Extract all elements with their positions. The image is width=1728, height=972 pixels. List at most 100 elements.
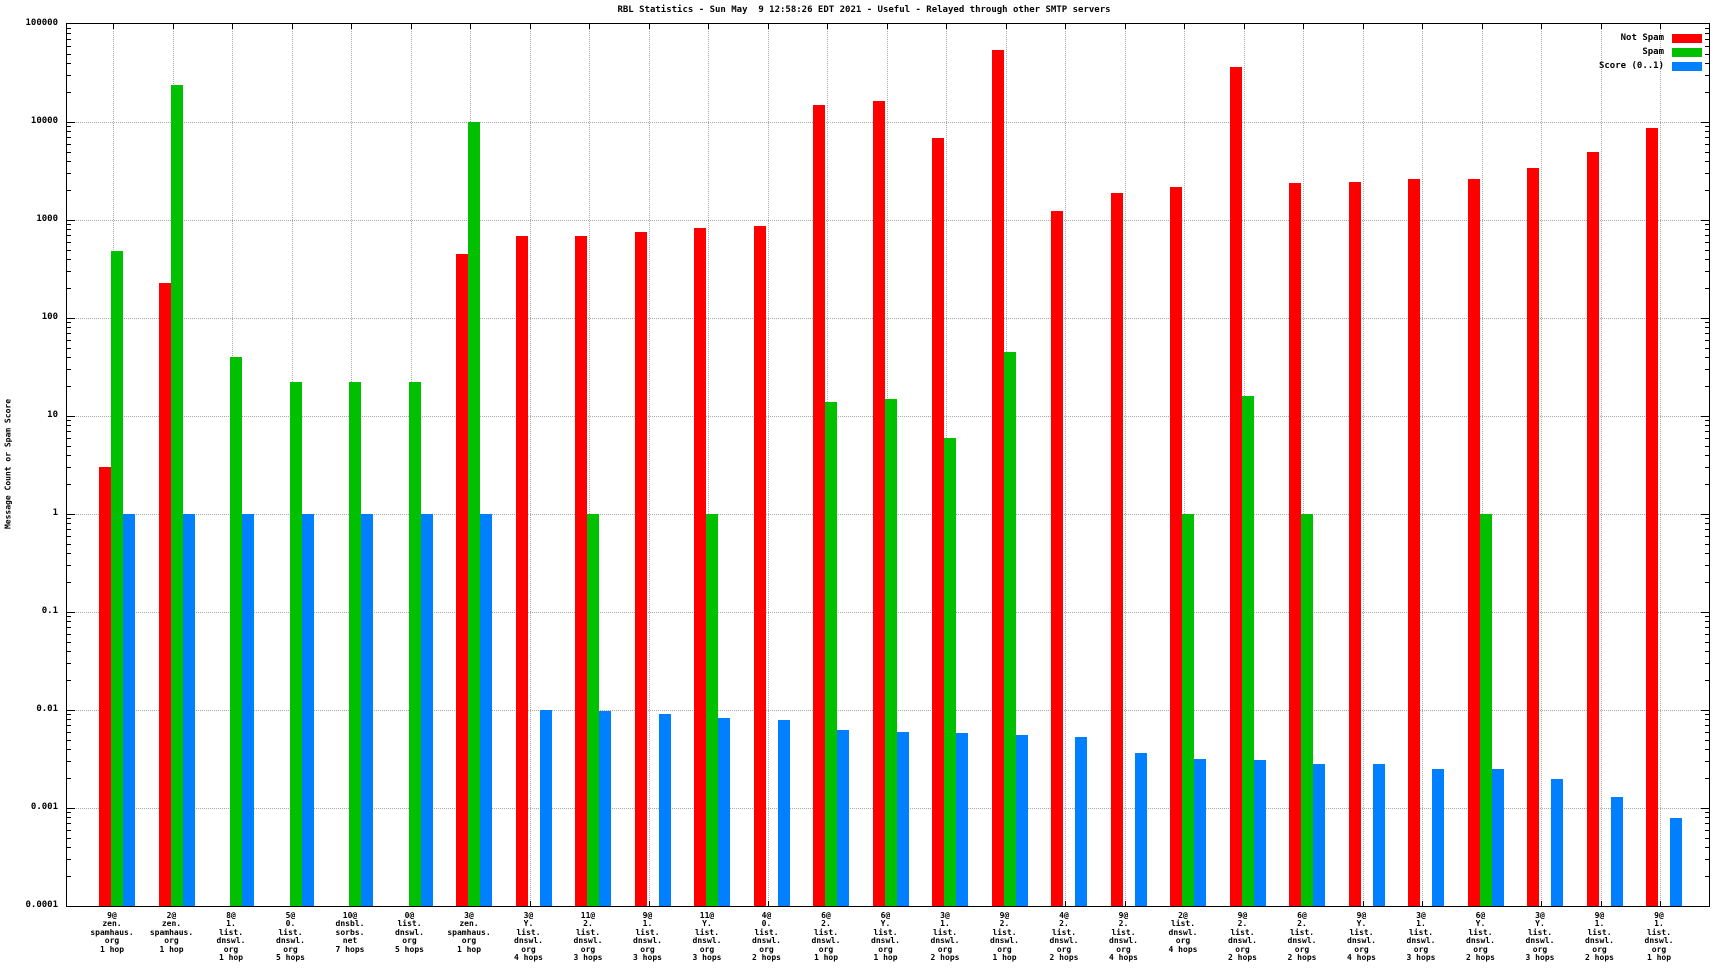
- y-minor-tick-right: [1705, 621, 1709, 623]
- y-minor-tick-right: [1705, 33, 1709, 35]
- x-tick-top: [1065, 24, 1066, 29]
- x-tick-bottom: [767, 901, 769, 906]
- grid-line-v: [1541, 24, 1542, 906]
- bar-not-spam: [515, 235, 528, 906]
- x-tick-label: 9@ 1. list. dnswl. org 3 hops: [633, 911, 662, 963]
- bar-not-spam: [99, 467, 111, 906]
- y-minor-tick-right: [1705, 258, 1709, 260]
- grid-line-v: [589, 24, 590, 906]
- y-minor-tick-left: [67, 126, 71, 128]
- y-minor-tick-left: [67, 131, 71, 133]
- bar-not-spam: [1408, 178, 1420, 906]
- x-tick-top: [232, 24, 233, 29]
- legend-label: Score (0..1): [1598, 61, 1664, 71]
- y-minor-tick-right: [1705, 333, 1709, 335]
- y-minor-tick-left: [67, 241, 71, 243]
- y-minor-tick-right: [1705, 719, 1709, 721]
- legend-row: Spam: [1599, 47, 1702, 57]
- y-minor-tick-left: [67, 229, 71, 231]
- y-tick-label: 0.1: [41, 606, 58, 616]
- bar-score: [361, 514, 373, 906]
- y-minor-tick-right: [1705, 271, 1709, 273]
- bar-score: [837, 730, 849, 906]
- legend-row: Not Spam: [1599, 33, 1702, 43]
- bar-score: [1670, 817, 1682, 906]
- y-minor-tick-left: [67, 633, 71, 635]
- y-minor-tick-right: [1705, 173, 1709, 175]
- x-tick-bottom: [1600, 901, 1602, 906]
- y-minor-tick-right: [1705, 425, 1709, 427]
- y-minor-tick-right: [1705, 190, 1709, 192]
- y-minor-tick-right: [1705, 137, 1709, 139]
- bar-score: [182, 514, 195, 906]
- bar-spam: [408, 382, 421, 906]
- y-minor-tick-left: [67, 829, 71, 831]
- bar-spam: [587, 514, 599, 906]
- bar-not-spam: [1467, 178, 1480, 906]
- y-minor-tick-right: [1705, 565, 1709, 567]
- y-minor-tick-right: [1705, 288, 1709, 290]
- y-minor-tick-right: [1705, 454, 1709, 456]
- y-minor-tick-right: [1705, 552, 1709, 554]
- y-minor-tick-left: [67, 518, 71, 520]
- y-minor-tick-left: [67, 543, 71, 545]
- y-minor-tick-right: [1705, 829, 1709, 831]
- x-tick-top: [886, 24, 888, 29]
- y-minor-tick-left: [67, 33, 71, 35]
- y-minor-tick-right: [1705, 431, 1709, 433]
- y-minor-tick-left: [67, 62, 71, 64]
- y-major-tick-right: [1701, 710, 1709, 711]
- y-minor-tick-left: [67, 719, 71, 721]
- y-minor-tick-left: [67, 680, 71, 682]
- x-tick-top: [708, 24, 709, 29]
- y-minor-tick-left: [67, 725, 71, 727]
- x-tick-top: [1481, 24, 1483, 29]
- bar-not-spam: [634, 232, 647, 906]
- x-tick-label: 10@ dnsbl. sorbs. net 7 hops: [335, 911, 365, 954]
- bar-score: [1075, 737, 1087, 906]
- legend-swatch-score: [1672, 61, 1702, 71]
- x-tick-top: [1362, 24, 1364, 29]
- y-minor-tick-right: [1705, 241, 1709, 243]
- y-minor-tick-right: [1705, 518, 1709, 520]
- y-minor-tick-left: [67, 333, 71, 335]
- y-minor-tick-left: [67, 876, 71, 878]
- grid-line-h: [67, 220, 1709, 221]
- bar-score: [420, 514, 433, 906]
- y-minor-tick-right: [1705, 249, 1709, 251]
- legend: Not Spam Spam Score (0..1): [1599, 33, 1702, 71]
- grid-line-v: [1303, 24, 1304, 906]
- y-minor-tick-left: [67, 812, 71, 814]
- x-tick-label: 2@ zen. spamhaus. org 1 hop: [149, 911, 194, 954]
- y-tick-label: 1: [52, 508, 58, 518]
- y-major-tick-right: [1701, 416, 1709, 417]
- y-major-tick-right: [1701, 122, 1709, 123]
- y-minor-tick-left: [67, 173, 71, 175]
- y-tick-label: 10000: [30, 116, 58, 126]
- bar-score: [777, 719, 790, 906]
- y-minor-tick-left: [67, 582, 71, 584]
- x-tick-top: [1422, 24, 1423, 29]
- y-minor-tick-left: [67, 356, 71, 358]
- y-major-tick-right: [1701, 612, 1709, 613]
- grid-line-v: [1600, 24, 1602, 906]
- x-tick-label: 9@ Y. list. dnswl. org 4 hops: [1347, 911, 1376, 963]
- bar-spam: [111, 251, 123, 906]
- y-minor-tick-right: [1705, 714, 1709, 716]
- y-minor-tick-right: [1705, 327, 1709, 329]
- y-minor-tick-right: [1705, 582, 1709, 584]
- x-tick-top: [1660, 24, 1661, 29]
- x-tick-label: 3@ 1. list. dnswl. org 2 hops: [930, 911, 960, 963]
- y-minor-tick-left: [67, 616, 71, 618]
- x-tick-top: [1184, 24, 1185, 29]
- bar-score: [599, 710, 611, 906]
- bar-spam: [1241, 396, 1254, 906]
- y-minor-tick-right: [1705, 731, 1709, 733]
- x-tick-label: 6@ 2. list. dnswl. org 1 hop: [811, 911, 841, 963]
- y-tick-label: 10: [47, 410, 58, 420]
- y-minor-tick-right: [1705, 663, 1709, 665]
- bar-score: [242, 514, 254, 906]
- y-major-tick-left: [67, 612, 75, 613]
- x-tick-top: [470, 24, 471, 29]
- y-minor-tick-left: [67, 53, 71, 55]
